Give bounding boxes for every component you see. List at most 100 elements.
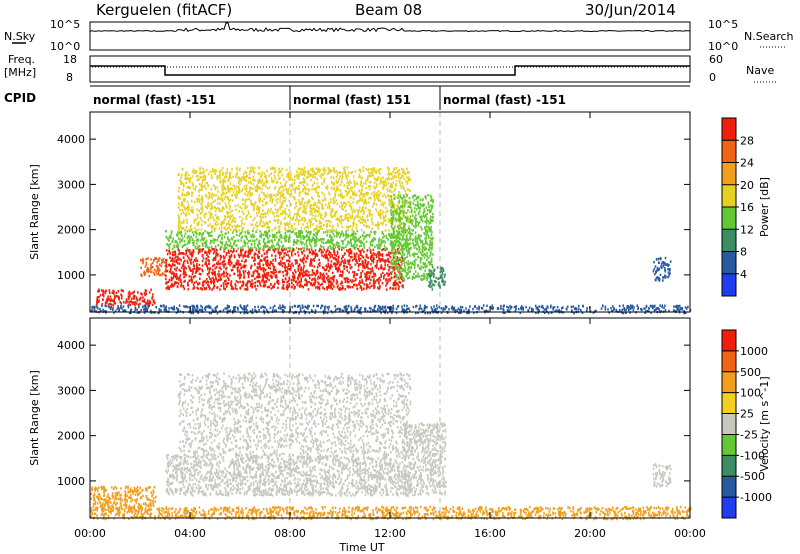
heatmap-cell [363, 210, 365, 214]
heatmap-cell [403, 228, 405, 231]
heatmap-cell [385, 195, 387, 199]
heatmap-cell [127, 295, 130, 298]
heatmap-cell [301, 252, 304, 255]
heatmap-cell [173, 244, 175, 247]
heatmap-cell [266, 244, 269, 248]
heatmap-cell [236, 259, 239, 262]
heatmap-cell [224, 187, 226, 190]
heatmap-cell [271, 246, 273, 249]
heatmap-cell [378, 237, 381, 240]
heatmap-cell [363, 250, 365, 253]
heatmap-cell [259, 187, 261, 190]
heatmap-cell [263, 274, 266, 277]
heatmap-cell [238, 176, 240, 179]
heatmap-cell [156, 261, 158, 264]
heatmap-cell [337, 180, 339, 184]
heatmap-cell [328, 193, 331, 196]
heatmap-cell [107, 303, 110, 306]
heatmap-cell [227, 221, 230, 224]
heatmap-cell [161, 260, 164, 263]
heatmap-cell [172, 251, 174, 254]
heatmap-cell [375, 169, 377, 172]
heatmap-cell [177, 248, 180, 251]
heatmap-cell [282, 262, 284, 265]
heatmap-cell [155, 264, 158, 268]
heatmap-cell [406, 202, 408, 205]
heatmap-cell [330, 176, 332, 179]
heatmap-cell [367, 175, 369, 178]
heatmap-cell [396, 282, 399, 285]
heatmap-cell [319, 174, 321, 177]
heatmap-cell [194, 246, 197, 250]
heatmap-cell [229, 242, 232, 245]
heatmap-cell [332, 257, 335, 260]
heatmap-cell [217, 196, 220, 199]
heatmap-cell [287, 192, 290, 195]
heatmap-cell [241, 189, 243, 193]
heatmap-cell [183, 235, 186, 238]
heatmap-cell [244, 231, 247, 234]
heatmap-cell [201, 219, 203, 222]
heatmap-cell [370, 259, 373, 262]
heatmap-cell [389, 286, 392, 290]
heatmap-cell [179, 241, 181, 244]
heatmap-cell [376, 260, 378, 263]
heatmap-cell [194, 275, 196, 278]
heatmap-cell [294, 232, 296, 236]
heatmap-cell [247, 210, 250, 213]
heatmap-cell [356, 243, 358, 247]
heatmap-cell [388, 173, 391, 176]
heatmap-cell [129, 303, 132, 307]
heatmap-cell [350, 208, 353, 211]
heatmap-cell [276, 243, 278, 246]
heatmap-cell [431, 242, 434, 246]
heatmap-cell [400, 276, 402, 279]
heatmap-cell [139, 302, 141, 305]
heatmap-cell [313, 277, 316, 280]
heatmap-cell [219, 288, 221, 291]
heatmap-cell [337, 224, 339, 228]
heatmap-cell [387, 181, 390, 185]
heatmap-cell [363, 212, 365, 215]
heatmap-cell [308, 235, 310, 238]
heatmap-cell [197, 198, 200, 201]
heatmap-cell [304, 171, 307, 174]
heatmap-cell [275, 232, 278, 235]
heatmap-cell [398, 206, 400, 210]
heatmap-cell [268, 263, 270, 266]
heatmap-cell [388, 202, 391, 205]
heatmap-cell [236, 287, 238, 291]
heatmap-cell [198, 263, 201, 267]
heatmap-cell [377, 190, 380, 193]
nsky-frame [89, 21, 691, 51]
nave-tick-bottom: 0 [709, 71, 716, 84]
heatmap-cell [201, 237, 203, 241]
heatmap-cell [402, 279, 404, 282]
heatmap-cell [186, 205, 189, 209]
heatmap-cell [404, 199, 407, 202]
heatmap-cell [143, 271, 145, 275]
heatmap-cell [292, 283, 295, 287]
heatmap-cell [417, 202, 419, 206]
heatmap-cell [274, 234, 276, 237]
heatmap-cell [247, 166, 249, 170]
heatmap-cell [369, 171, 372, 175]
heatmap-cell [262, 209, 264, 212]
heatmap-cell [170, 236, 172, 239]
heatmap-cell [254, 277, 256, 280]
heatmap-cell [376, 178, 379, 181]
heatmap-cell [326, 172, 329, 176]
heatmap-cell [168, 287, 170, 290]
heatmap-cell [323, 275, 326, 278]
heatmap-cell [336, 188, 338, 192]
heatmap-cell [204, 221, 207, 224]
heatmap-cell [247, 212, 250, 215]
heatmap-cell [224, 172, 227, 175]
heatmap-cell [201, 171, 203, 174]
heatmap-cell [297, 230, 300, 233]
heatmap-cell [344, 245, 347, 248]
heatmap-cell [279, 207, 282, 210]
heatmap-cell [144, 265, 147, 268]
heatmap-cell [196, 208, 198, 211]
heatmap-cell [336, 172, 339, 175]
